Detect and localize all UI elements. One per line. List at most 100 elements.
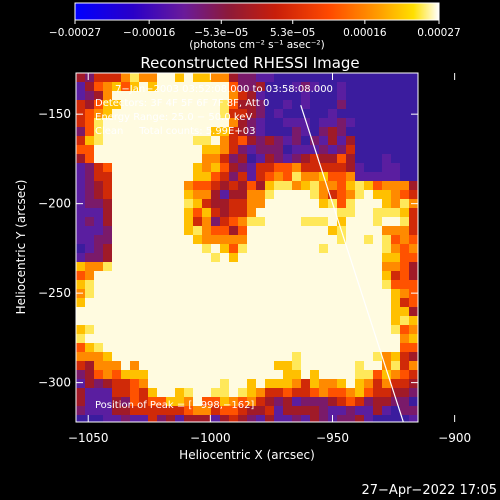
heatmap-cell bbox=[76, 280, 85, 289]
heatmap-cell bbox=[301, 163, 310, 172]
heatmap-cell bbox=[346, 415, 355, 422]
heatmap-cell bbox=[274, 109, 283, 118]
heatmap-cell bbox=[85, 388, 94, 397]
colorbar-tick-label: −5.3e−05 bbox=[194, 27, 248, 39]
heatmap-cell bbox=[175, 388, 184, 397]
heatmap-cell bbox=[121, 217, 130, 226]
heatmap-cell bbox=[229, 154, 238, 163]
heatmap-cell bbox=[103, 307, 112, 316]
heatmap-cell bbox=[292, 226, 301, 235]
heatmap-cell bbox=[391, 181, 400, 190]
heatmap-cell bbox=[211, 361, 220, 370]
heatmap-cell bbox=[382, 388, 391, 397]
heatmap-cell bbox=[157, 109, 166, 118]
heatmap-cell bbox=[139, 118, 148, 127]
heatmap-cell bbox=[139, 388, 148, 397]
heatmap-cell bbox=[382, 361, 391, 370]
heatmap-cell bbox=[247, 190, 256, 199]
heatmap-cell bbox=[265, 118, 274, 127]
heatmap-cell bbox=[265, 73, 274, 82]
heatmap-cell bbox=[346, 370, 355, 379]
heatmap-cell bbox=[112, 127, 121, 136]
heatmap-cell bbox=[94, 406, 103, 415]
heatmap-cell bbox=[166, 244, 175, 253]
heatmap-cell bbox=[346, 127, 355, 136]
heatmap-cell bbox=[337, 343, 346, 352]
heatmap-cell bbox=[319, 226, 328, 235]
heatmap-cell bbox=[391, 253, 400, 262]
heatmap-cell bbox=[166, 235, 175, 244]
heatmap-cell bbox=[328, 388, 337, 397]
heatmap-cell bbox=[148, 235, 157, 244]
heatmap-cell bbox=[229, 307, 238, 316]
heatmap-cell bbox=[310, 136, 319, 145]
heatmap-cell bbox=[283, 190, 292, 199]
heatmap-cell bbox=[211, 136, 220, 145]
heatmap-cell bbox=[238, 379, 247, 388]
heatmap-cell bbox=[211, 181, 220, 190]
heatmap-cell bbox=[391, 289, 400, 298]
heatmap-cell bbox=[292, 334, 301, 343]
heatmap-cell bbox=[310, 163, 319, 172]
heatmap-cell bbox=[364, 262, 373, 271]
heatmap-cell bbox=[283, 100, 292, 109]
heatmap-cell bbox=[400, 352, 409, 361]
heatmap-cell bbox=[400, 235, 409, 244]
heatmap-cell bbox=[373, 271, 382, 280]
heatmap-cell bbox=[76, 253, 85, 262]
heatmap-cell bbox=[301, 325, 310, 334]
heatmap-cell bbox=[130, 127, 139, 136]
heatmap-cell bbox=[301, 253, 310, 262]
heatmap-cell bbox=[184, 388, 193, 397]
heatmap-cell bbox=[337, 370, 346, 379]
heatmap-cell bbox=[148, 154, 157, 163]
heatmap-cell bbox=[157, 379, 166, 388]
x-tick-label: −1050 bbox=[68, 431, 109, 445]
heatmap-cell bbox=[409, 271, 418, 280]
heatmap-cell bbox=[175, 352, 184, 361]
heatmap-cell bbox=[310, 271, 319, 280]
heatmap-cell bbox=[76, 325, 85, 334]
heatmap-cell bbox=[373, 388, 382, 397]
heatmap-cell bbox=[319, 199, 328, 208]
heatmap-cell bbox=[139, 271, 148, 280]
heatmap-cell bbox=[364, 334, 373, 343]
heatmap-cell bbox=[319, 109, 328, 118]
heatmap-cell bbox=[238, 109, 247, 118]
heatmap-cell bbox=[175, 172, 184, 181]
heatmap-cell bbox=[265, 244, 274, 253]
heatmap-cell bbox=[346, 217, 355, 226]
heatmap-cell bbox=[166, 100, 175, 109]
heatmap-cell bbox=[373, 415, 382, 422]
heatmap-cell bbox=[85, 145, 94, 154]
heatmap-cell bbox=[256, 100, 265, 109]
heatmap-cell bbox=[256, 118, 265, 127]
heatmap-cell bbox=[139, 361, 148, 370]
heatmap-cell bbox=[310, 307, 319, 316]
heatmap-cell bbox=[202, 199, 211, 208]
heatmap-cell bbox=[220, 298, 229, 307]
heatmap-cell bbox=[184, 316, 193, 325]
heatmap-cell bbox=[364, 100, 373, 109]
heatmap-cell bbox=[157, 388, 166, 397]
heatmap-cell bbox=[364, 118, 373, 127]
heatmap-cell bbox=[130, 163, 139, 172]
heatmap-cell bbox=[391, 343, 400, 352]
heatmap-cell bbox=[319, 244, 328, 253]
heatmap-cell bbox=[103, 325, 112, 334]
heatmap-cell bbox=[220, 361, 229, 370]
heatmap-cell bbox=[85, 73, 94, 82]
heatmap-cell bbox=[193, 109, 202, 118]
heatmap-cell bbox=[130, 352, 139, 361]
heatmap-cell bbox=[85, 406, 94, 415]
heatmap-cell bbox=[193, 370, 202, 379]
heatmap-cell bbox=[391, 235, 400, 244]
heatmap-cell bbox=[175, 163, 184, 172]
heatmap-cell bbox=[211, 154, 220, 163]
heatmap-cell bbox=[292, 325, 301, 334]
heatmap-cell bbox=[373, 253, 382, 262]
heatmap-cell bbox=[310, 109, 319, 118]
heatmap-cell bbox=[76, 145, 85, 154]
colorbar-gradient bbox=[74, 2, 440, 21]
heatmap-cell bbox=[202, 361, 211, 370]
